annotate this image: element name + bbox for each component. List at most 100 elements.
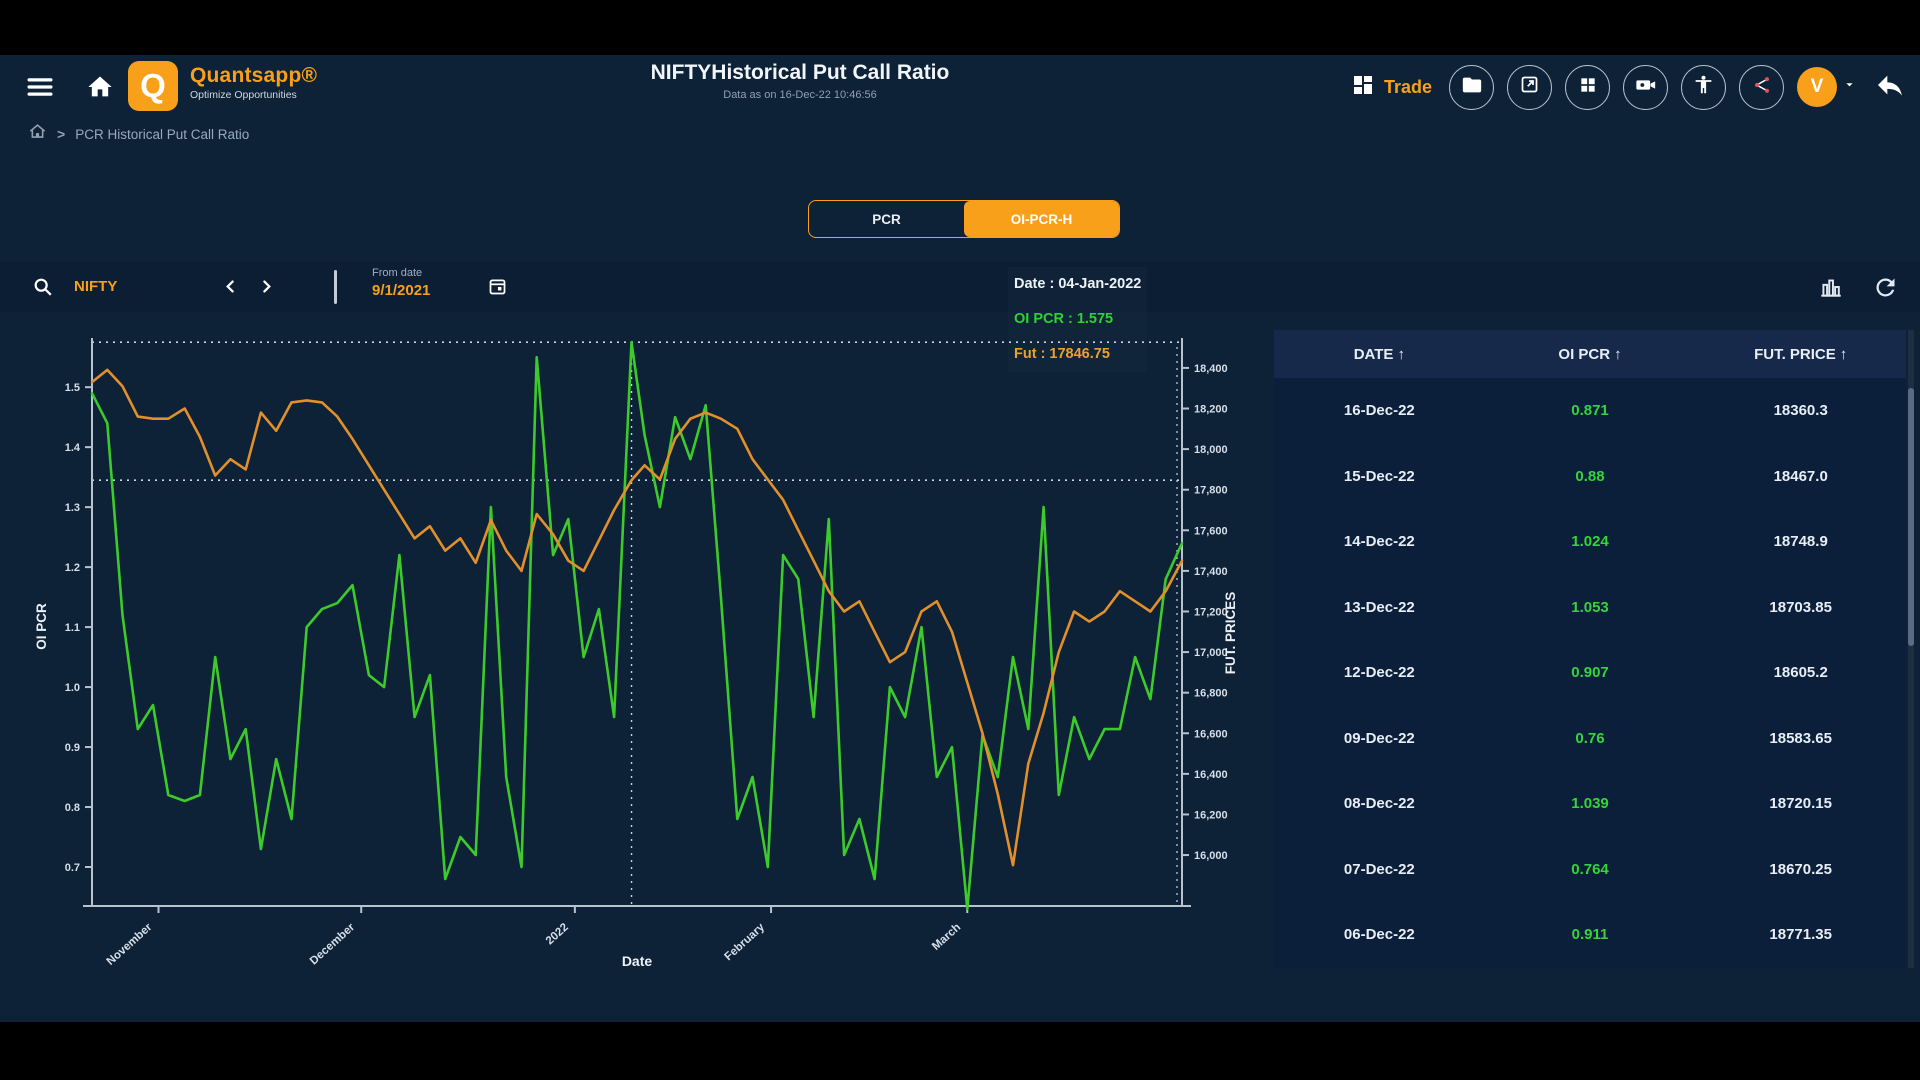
tooltip-oi-pcr: OI PCR : 1.575 (1014, 311, 1114, 327)
logo-letter: Q (140, 67, 166, 104)
right-tick-label: 16,800 (1194, 688, 1228, 700)
back-button[interactable] (1874, 69, 1906, 106)
table-row: 15-Dec-22 0.88 18467.0 (1274, 444, 1906, 510)
prev-symbol-button[interactable] (222, 278, 239, 300)
apps-button[interactable] (1565, 64, 1610, 110)
breadcrumb-item[interactable]: PCR Historical Put Call Ratio (75, 126, 250, 142)
x-tick-label: February (722, 921, 767, 963)
table-row: 12-Dec-22 0.907 18605.2 (1274, 640, 1906, 706)
left-tick-label: 1.5 (65, 382, 80, 394)
quantsapp-logo[interactable]: Q (128, 61, 178, 111)
page-title: NIFTYHistorical Put Call Ratio (650, 61, 950, 84)
grid-icon (1578, 75, 1598, 100)
search-icon[interactable] (32, 276, 54, 303)
right-tick-label: 17,000 (1194, 647, 1228, 659)
workspace-folder-button[interactable] (1449, 64, 1494, 110)
cell-date: 09-Dec-22 (1343, 729, 1415, 747)
toolbar-divider (334, 270, 337, 304)
column-header-fut-price[interactable]: FUT. PRICE ↑ (1754, 345, 1848, 363)
right-tick-label: 16,200 (1194, 809, 1228, 821)
video-button[interactable] (1623, 64, 1668, 110)
table-row: 16-Dec-22 0.871 18360.3 (1274, 378, 1906, 444)
table-row: 13-Dec-22 1.053 18703.85 (1274, 575, 1906, 641)
from-date-label: From date (372, 267, 423, 279)
next-symbol-button[interactable] (258, 278, 275, 300)
column-header-oi-pcr[interactable]: OI PCR ↑ (1558, 345, 1622, 363)
tab-oi-pcr-h[interactable]: OI-PCR-H (964, 201, 1119, 237)
refresh-icon[interactable] (1872, 274, 1899, 306)
fut-price-line (90, 368, 1184, 867)
cell-date: 12-Dec-22 (1343, 664, 1415, 682)
chart-canvas[interactable]: 1.5 1.4 1.3 1.2 1.1 1.0 0.9 0.8 0.7 18,400 18,200 1… (30, 318, 1260, 1008)
cell-fut-price: 18771.35 (1769, 926, 1832, 944)
table-scrollbar (1908, 330, 1914, 968)
cell-oi-pcr: 1.024 (1571, 533, 1609, 551)
history-table: DATE ↑ OI PCR ↑ FUT. PRICE ↑ 16-Dec-22 0.871… (1274, 330, 1906, 968)
folder-icon (1461, 74, 1483, 101)
cell-fut-price: 18720.15 (1769, 795, 1832, 813)
breadcrumb-separator: > (57, 126, 66, 142)
trade-button[interactable]: Trade (1351, 73, 1432, 102)
sort-asc-icon: ↑ (1839, 345, 1848, 363)
table-header: DATE ↑ OI PCR ↑ FUT. PRICE ↑ (1274, 330, 1906, 378)
brand-block: Quantsapp® Optimize Opportunities (190, 64, 317, 101)
cell-oi-pcr: 0.88 (1575, 467, 1605, 485)
cell-oi-pcr: 0.76 (1575, 729, 1605, 747)
left-axis-title: OI PCR (34, 603, 49, 650)
cell-date: 13-Dec-22 (1343, 598, 1415, 616)
from-date-value[interactable]: 9/1/2021 (372, 282, 431, 299)
x-axis-title: Date (622, 953, 653, 969)
left-tick-label: 1.1 (65, 622, 80, 634)
user-menu[interactable]: V (1797, 67, 1857, 107)
open-in-new-icon (1519, 74, 1540, 100)
cell-oi-pcr: 1.039 (1571, 795, 1609, 813)
community-button[interactable] (1681, 64, 1726, 110)
scrollbar-thumb[interactable] (1908, 388, 1914, 646)
title-block: NIFTYHistorical Put Call Ratio Data as o… (651, 61, 950, 101)
table-row: 08-Dec-22 1.039 18720.15 (1274, 771, 1906, 837)
breadcrumb-home-icon[interactable] (28, 122, 47, 146)
right-tick-label: 16,600 (1194, 728, 1228, 740)
left-tick-label: 0.7 (65, 862, 80, 874)
cell-fut-price: 18360.3 (1773, 402, 1828, 420)
brand-tagline: Optimize Opportunities (190, 89, 297, 101)
cell-oi-pcr: 0.911 (1571, 926, 1609, 944)
right-tick-label: 17,400 (1194, 566, 1228, 578)
cell-fut-price: 18703.85 (1769, 598, 1832, 616)
cell-date: 07-Dec-22 (1343, 860, 1415, 878)
toolbar: NIFTY From date 9/1/2021 (0, 262, 1920, 312)
avatar[interactable]: V (1797, 67, 1837, 107)
share-button[interactable] (1739, 64, 1784, 110)
app-window: Q Quantsapp® Optimize Opportunities NIFT… (0, 55, 1920, 1022)
brand-name: Quantsapp® (190, 64, 318, 87)
tab-pcr[interactable]: PCR (872, 211, 901, 227)
right-tick-label: 16,400 (1194, 769, 1228, 781)
cell-fut-price: 18748.9 (1773, 533, 1828, 551)
column-header-date[interactable]: DATE ↑ (1353, 345, 1405, 363)
sort-asc-icon: ↑ (1397, 345, 1405, 363)
page-subtitle: Data as on 16-Dec-22 10:46:56 (723, 89, 877, 101)
symbol-selector[interactable]: NIFTY (74, 278, 118, 295)
sort-asc-icon: ↑ (1614, 345, 1622, 363)
cell-oi-pcr: 1.053 (1571, 598, 1609, 616)
calendar-icon[interactable] (487, 276, 508, 302)
table-row: 14-Dec-22 1.024 18748.9 (1274, 509, 1906, 575)
cell-date: 16-Dec-22 (1343, 402, 1415, 420)
tooltip-fut: Fut : 17846.75 (1014, 346, 1110, 362)
home-icon[interactable] (86, 73, 114, 106)
cell-oi-pcr: 0.764 (1571, 860, 1609, 878)
right-axis-title: FUT. PRICES (1223, 592, 1238, 675)
cell-fut-price: 18467.0 (1773, 467, 1828, 485)
menu-icon[interactable] (24, 72, 56, 107)
header: Q Quantsapp® Optimize Opportunities NIFT… (0, 55, 1920, 119)
right-tick-label: 18,200 (1194, 404, 1228, 416)
fullscreen-button[interactable] (1507, 64, 1552, 110)
chart-type-button[interactable] (1818, 274, 1844, 305)
video-camera-icon (1635, 74, 1657, 101)
from-date-field[interactable]: From date 9/1/2021 (372, 267, 430, 299)
right-tick-label: 16,000 (1194, 850, 1228, 862)
table-row: 07-Dec-22 0.764 18670.25 (1274, 837, 1906, 903)
cell-fut-price: 18605.2 (1773, 664, 1828, 682)
table-row: 06-Dec-22 0.911 18771.35 (1274, 902, 1906, 968)
